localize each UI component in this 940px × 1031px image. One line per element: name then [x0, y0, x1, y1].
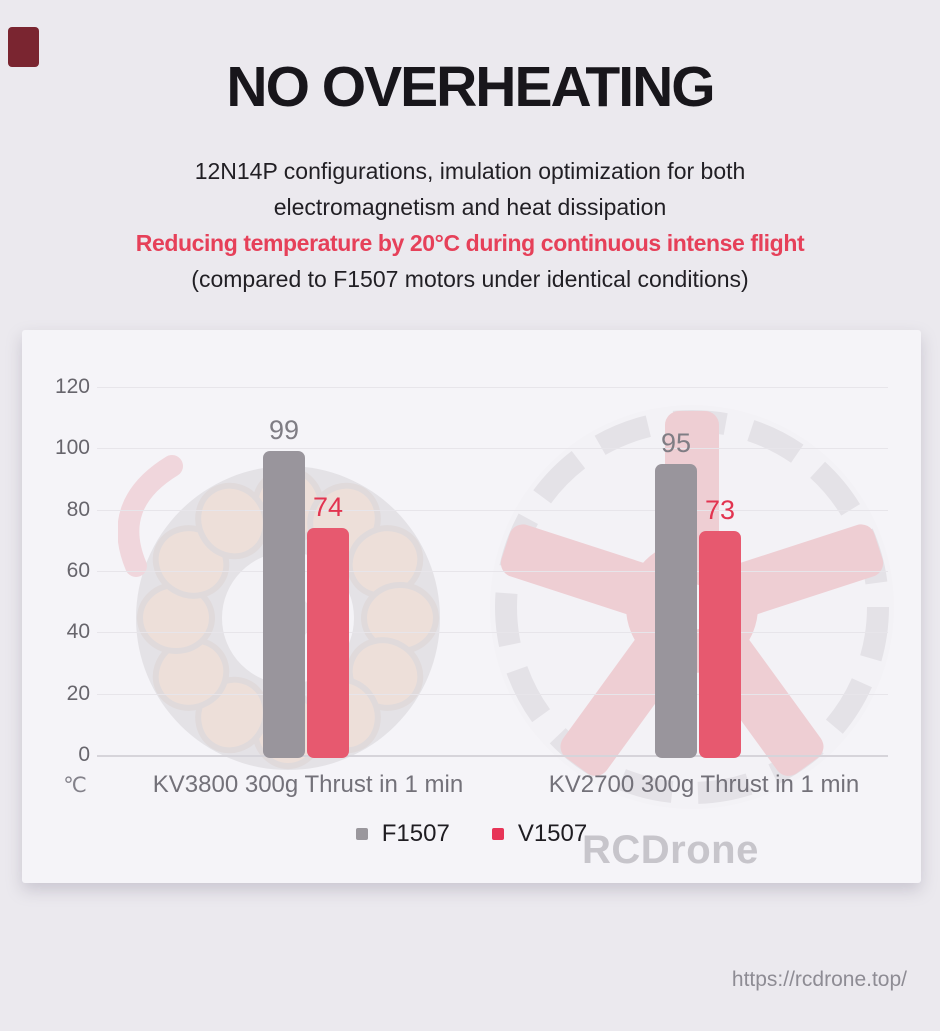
subtitle-line-1: 12N14P configurations, imulation optimiz…	[194, 158, 746, 184]
bar-V1507-0	[307, 528, 349, 758]
corner-brand-mark	[8, 27, 39, 67]
category-label: KV3800 300g Thrust in 1 min	[152, 771, 464, 798]
gridline	[97, 448, 888, 450]
legend-label: V1507	[517, 820, 588, 847]
watermark: RCDrone	[582, 828, 759, 872]
y-tick-label: 20	[66, 681, 90, 705]
bar-F1507-0	[263, 451, 305, 758]
gridline	[97, 509, 888, 511]
bar-value-V1507-0: 74	[312, 492, 344, 523]
legend-item-V1507: V1507	[491, 820, 588, 848]
y-tick-label: 80	[66, 497, 90, 521]
y-tick-label: 0	[78, 743, 90, 766]
subtitle-line-2: electromagnetism and heat dissipation	[273, 194, 667, 220]
gridline	[97, 571, 888, 572]
gridline	[97, 632, 888, 634]
gridline	[97, 693, 888, 695]
category-label: KV2700 300g Thrust in 1 min	[548, 771, 860, 798]
bar-F1507-1	[655, 463, 697, 758]
bar-value-F1507-0: 99	[268, 415, 300, 446]
highlight-line: Reducing temperature by 20°C during cont…	[135, 230, 805, 256]
y-axis-unit: ℃	[63, 774, 87, 797]
chart-legend: F1507 V1507	[22, 820, 921, 848]
y-tick-label: 60	[66, 559, 90, 582]
y-tick-label: 120	[54, 375, 90, 398]
gridline	[97, 387, 888, 388]
legend-label: F1507	[381, 820, 450, 847]
y-tick-label: 40	[66, 620, 90, 644]
x-axis-line	[97, 755, 888, 757]
y-tick-label: 100	[54, 436, 90, 460]
legend-swatch-icon	[355, 828, 368, 840]
bar-chart: ℃ F1507 V1507 RCDrone 0 20 40 60 80 100 120 99 95…	[22, 330, 921, 883]
bar-value-V1507-1: 73	[704, 495, 736, 526]
footer-url: https://rcdrone.top/	[731, 968, 907, 991]
bar-value-F1507-1: 95	[660, 427, 692, 458]
page-title: NO OVERHEATING	[226, 55, 715, 119]
note-line: (compared to F1507 motors under identica…	[191, 266, 749, 292]
bar-V1507-1	[699, 531, 741, 758]
legend-swatch-icon	[491, 828, 504, 840]
chart-panel: ℃ F1507 V1507 RCDrone 0 20 40 60 80 100 120 99 95…	[22, 330, 921, 883]
legend-item-F1507: F1507	[355, 820, 450, 848]
